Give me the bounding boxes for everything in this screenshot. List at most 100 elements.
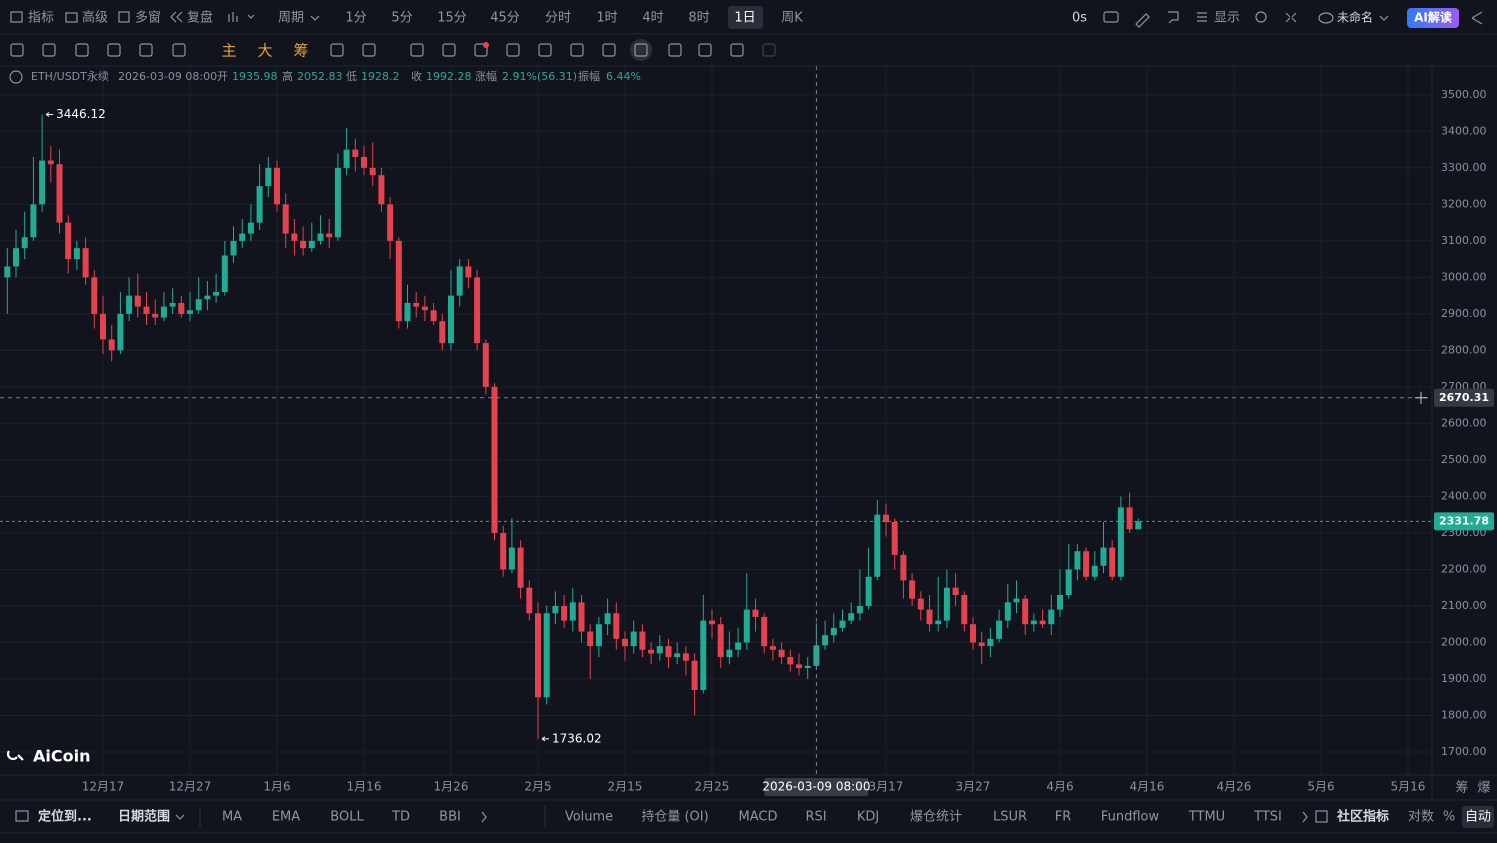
tool-icon[interactable] [442, 43, 456, 57]
last-price-bg [1434, 512, 1494, 531]
tool-icon[interactable] [730, 43, 744, 57]
tool-button[interactable]: 筹 [293, 42, 308, 60]
collapse-icon[interactable] [9, 70, 23, 84]
menu-item[interactable]: 高级 [82, 10, 108, 26]
indicator-button[interactable]: BBI [439, 810, 461, 825]
tool-icon[interactable] [602, 43, 616, 57]
indicator-button[interactable]: 持仓量 (OI) [641, 810, 708, 825]
candle-body [65, 222, 72, 260]
tool-icon[interactable] [410, 43, 424, 57]
tool-icon[interactable] [10, 43, 24, 57]
indicator-button[interactable]: FR [1055, 810, 1072, 825]
percent-button[interactable]: % [1443, 810, 1455, 825]
fullscreen-icon[interactable] [1285, 12, 1297, 23]
icon[interactable] [228, 12, 255, 22]
tool-icon[interactable] [75, 43, 89, 57]
tool-icon[interactable] [538, 43, 552, 57]
indicator-button[interactable]: BOLL [330, 810, 364, 825]
tool-icon[interactable] [362, 43, 376, 57]
tool-button[interactable]: 大 [257, 42, 272, 60]
tool-icon[interactable] [570, 43, 584, 57]
indicator-button[interactable]: 爆仓统计 [910, 810, 962, 825]
period-button[interactable]: 15分 [437, 11, 467, 26]
y-tick-label: 2600.00 [1441, 416, 1487, 429]
share-icon[interactable] [1471, 11, 1483, 25]
candle-body [761, 616, 768, 647]
settings-icon[interactable] [1255, 11, 1267, 23]
tool-icon[interactable] [330, 43, 344, 57]
indicator-button[interactable]: MA [222, 810, 242, 825]
candle-body [587, 631, 594, 647]
period-button[interactable]: 8时 [688, 11, 709, 26]
auto-button[interactable]: 自动 [1465, 810, 1491, 825]
y-tick-label: 3000.00 [1441, 270, 1487, 283]
tool-icon[interactable] [762, 43, 776, 57]
indicator-button[interactable]: MACD [739, 810, 778, 825]
period-button[interactable]: 1时 [596, 11, 617, 26]
period-button[interactable]: 45分 [490, 11, 520, 26]
date-range-button[interactable]: 日期范围 [118, 809, 170, 825]
candle-body [430, 310, 437, 322]
y-tick-label: 3200.00 [1441, 197, 1487, 210]
tool-icon[interactable] [42, 43, 56, 57]
edit-icon[interactable] [1135, 13, 1150, 28]
indicator-button[interactable]: TTMU [1188, 810, 1225, 825]
tool-icon[interactable] [139, 43, 153, 57]
candle-body [752, 609, 759, 617]
tool-icon[interactable] [172, 43, 186, 57]
candle-body [743, 609, 750, 643]
indicator-button[interactable]: KDJ [857, 810, 879, 825]
indicator-button[interactable]: EMA [272, 810, 300, 825]
camera-icon[interactable] [1103, 11, 1119, 23]
indicator-button[interactable]: TTSI [1253, 810, 1282, 825]
extreme-arrow [541, 736, 549, 742]
more-icon[interactable] [1302, 811, 1308, 823]
candle-body [874, 514, 881, 577]
crosshair-y-label: 2670.31 [1439, 391, 1489, 404]
tool-icon[interactable] [506, 43, 520, 57]
period-button[interactable]: 1日 [734, 11, 755, 26]
locate-button[interactable]: 定位到... [37, 809, 92, 825]
indicator-button[interactable]: Volume [565, 810, 613, 825]
candle-body [708, 620, 715, 625]
community-button[interactable]: 社区指标 [1336, 809, 1389, 825]
icon [1379, 15, 1389, 21]
tool-icon[interactable] [698, 43, 712, 57]
menu-item[interactable]: 指标 [28, 11, 54, 26]
corner-button[interactable]: 爆 [1477, 781, 1490, 796]
candle-body [535, 613, 542, 698]
candle-body [969, 624, 976, 643]
period-button[interactable]: 1分 [345, 11, 366, 26]
tool-button[interactable]: 主 [221, 42, 236, 60]
indicator-button[interactable]: RSI [805, 810, 826, 825]
x-tick-label: 12月17 [82, 780, 125, 794]
candle-body [13, 248, 20, 267]
more-icon[interactable] [481, 811, 487, 823]
candle-body [369, 167, 376, 176]
candle-body [300, 240, 307, 249]
tool-icon[interactable] [634, 43, 648, 57]
display-button[interactable]: 显示 [1214, 11, 1240, 26]
indicator-button[interactable]: LSUR [993, 810, 1027, 825]
ai-button[interactable]: AI解读 [1414, 10, 1452, 25]
tool-icon[interactable] [668, 43, 682, 57]
menu-item[interactable]: 复盘 [187, 10, 213, 26]
candle-body [334, 167, 341, 238]
menu-item[interactable]: 周期 [278, 11, 304, 26]
layout-name[interactable]: 未命名 [1337, 10, 1373, 25]
icon[interactable] [1168, 11, 1179, 24]
candle-body [926, 609, 933, 625]
menu-item[interactable]: 多窗 [135, 10, 161, 26]
tool-icon[interactable] [474, 43, 488, 57]
log-button[interactable]: 对数 [1408, 810, 1434, 825]
period-button[interactable]: 4时 [642, 11, 663, 26]
period-button[interactable]: 周K [781, 11, 803, 26]
period-button[interactable]: 分时 [545, 11, 571, 26]
corner-button[interactable]: 筹 [1455, 780, 1468, 796]
ai-button-bg[interactable] [1407, 8, 1459, 28]
indicator-button[interactable]: TD [391, 810, 410, 825]
indicator-button[interactable]: Fundflow [1101, 810, 1160, 825]
period-button[interactable]: 5分 [391, 11, 412, 26]
tool-icon[interactable] [107, 43, 121, 57]
